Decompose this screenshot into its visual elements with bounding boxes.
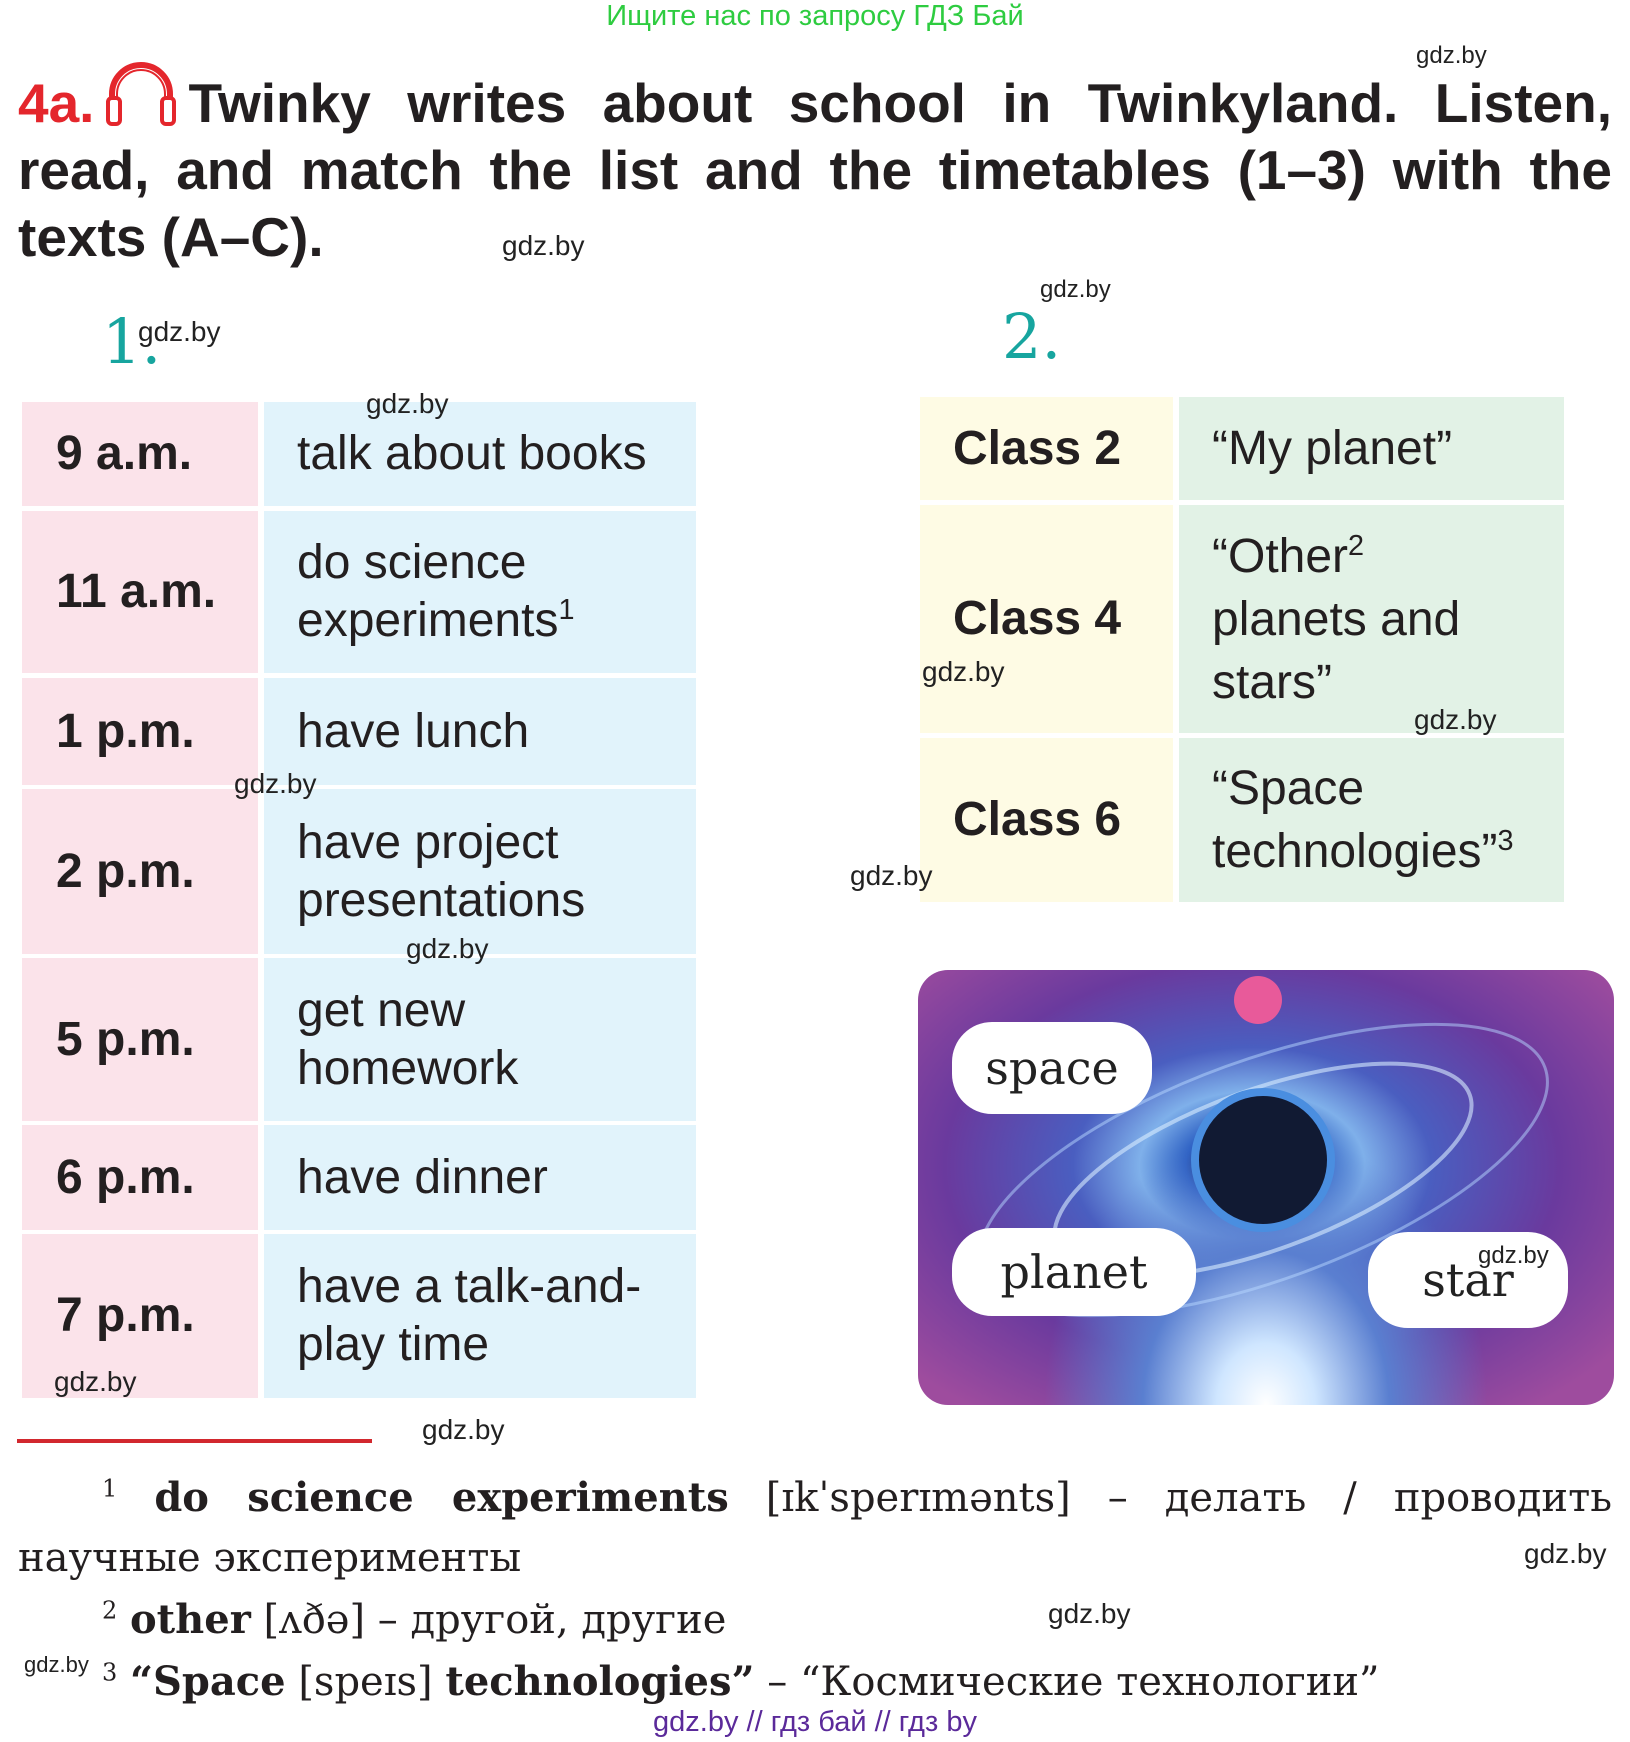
watermark: gdz.by (54, 1366, 137, 1397)
watermark: gdz.by (138, 316, 221, 347)
time-cell: 9 a.m. (22, 402, 258, 506)
activity-cell: have lunch (264, 678, 696, 785)
watermark: gdz.by (24, 1652, 89, 1677)
list-1-label: 1. (102, 305, 162, 378)
activity-cell: get new homework (264, 958, 696, 1121)
class-cell: Class 2 (920, 397, 1173, 500)
footnote-divider (17, 1439, 372, 1443)
top-watermark: Ищите нас по запросу ГДЗ Бай (606, 0, 1024, 32)
label-star: star (1368, 1232, 1568, 1328)
footnote-3: 3 “Space [speɪs] technologies” – “Космич… (102, 1658, 1380, 1705)
exercise-instruction: 4a. Twinky writes about school in Twinkyl… (18, 62, 1612, 271)
activity-cell: talk about books (264, 402, 696, 506)
time-cell: 2 p.m. (22, 789, 258, 954)
label-planet: planet (952, 1228, 1196, 1316)
activity-cell: do science experiments1 (264, 511, 696, 673)
watermark: gdz.by (1416, 42, 1487, 69)
watermark: gdz.by (1414, 704, 1497, 735)
activity-cell: have a talk-and-play time (264, 1234, 696, 1398)
watermark: gdz.by (422, 1414, 505, 1445)
watermark: gdz.by (850, 860, 933, 891)
bottom-watermark: gdz.by // гдз бай // гдз by (653, 1706, 977, 1738)
activity-cell: have project presentations (264, 789, 696, 954)
watermark: gdz.by (502, 230, 585, 261)
topic-cell: “My planet” (1179, 397, 1564, 500)
time-cell: 11 a.m. (22, 511, 258, 673)
watermark: gdz.by (234, 768, 317, 799)
time-cell: 7 p.m. (22, 1234, 258, 1398)
footnote-1: 1 do science experiments [ɪkˈsperɪmənts]… (18, 1474, 1612, 1581)
label-space: space (952, 1022, 1152, 1114)
watermark: gdz.by (366, 388, 449, 419)
space-illustration: space planet star (918, 970, 1614, 1405)
watermark: gdz.by (1524, 1538, 1607, 1569)
headphones-icon[interactable] (102, 62, 180, 126)
list-2-label: 2. (1002, 300, 1062, 373)
footnote-2: 2 other [ʌðə] – другой, другие (102, 1596, 727, 1643)
topic-cell: “Other2 planets and stars” (1179, 505, 1564, 733)
watermark: gdz.by (1478, 1242, 1549, 1269)
instruction-text: Twinky writes about school in Twinkyland… (18, 72, 1612, 268)
watermark: gdz.by (406, 933, 489, 964)
watermark: gdz.by (1040, 276, 1111, 303)
watermark: gdz.by (1048, 1598, 1131, 1629)
planet-ring-graphic (977, 976, 1549, 1318)
time-cell: 1 p.m. (22, 678, 258, 785)
topic-cell: “Space technologies”3 (1179, 738, 1564, 902)
class-cell: Class 6 (920, 738, 1173, 902)
time-cell: 6 p.m. (22, 1125, 258, 1230)
class-cell: Class 4 (920, 505, 1173, 733)
exercise-number: 4a. (18, 72, 95, 134)
time-cell: 5 p.m. (22, 958, 258, 1121)
activity-cell: have dinner (264, 1125, 696, 1230)
watermark: gdz.by (922, 656, 1005, 687)
